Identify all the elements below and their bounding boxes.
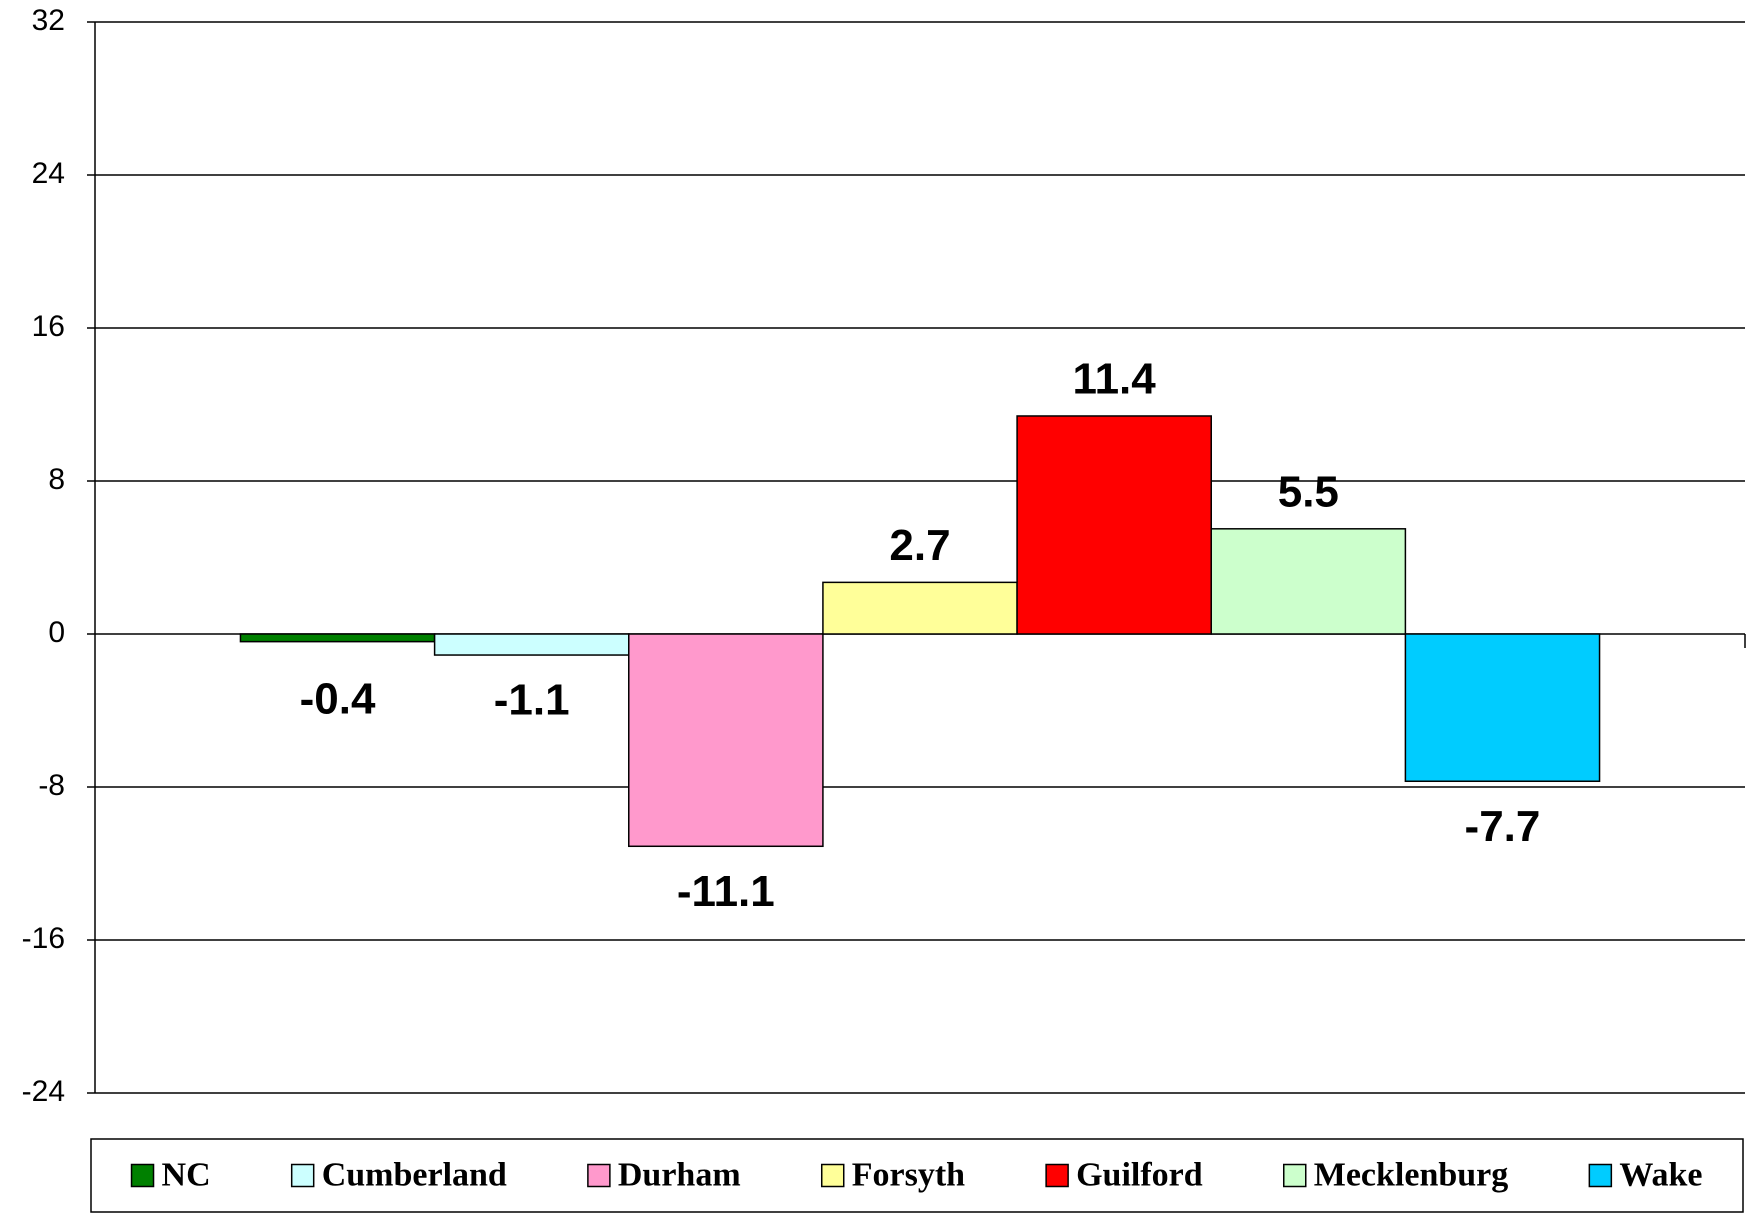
legend-label: Guilford <box>1076 1156 1203 1193</box>
y-tick-label: -24 <box>22 1075 65 1108</box>
legend-label: Durham <box>618 1156 741 1193</box>
data-label: -0.4 <box>300 675 376 724</box>
bar <box>239 633 436 643</box>
bar <box>1404 633 1601 783</box>
y-tick-label: 32 <box>32 4 65 37</box>
data-label: -1.1 <box>494 676 570 725</box>
legend-label: Forsyth <box>852 1156 965 1193</box>
bar <box>1016 415 1212 635</box>
legend-label: Wake <box>1619 1156 1702 1193</box>
data-label: 11.4 <box>1073 355 1157 404</box>
legend-swatch <box>587 1163 611 1188</box>
y-tick-label: 16 <box>32 310 65 343</box>
legend-box <box>90 1138 1744 1213</box>
data-label: -7.7 <box>1465 802 1541 851</box>
legend-label: Cumberland <box>322 1156 507 1193</box>
data-label: 2.7 <box>889 521 950 570</box>
data-label: 5.5 <box>1278 467 1339 516</box>
legend-label: NC <box>162 1156 211 1193</box>
legend-swatch <box>1282 1163 1307 1188</box>
bar <box>1210 528 1407 635</box>
bar <box>433 633 630 656</box>
y-tick-label: -8 <box>38 769 65 802</box>
y-tick-label: -16 <box>22 922 65 955</box>
legend-swatch <box>820 1163 845 1188</box>
y-tick-label: 24 <box>32 157 65 190</box>
y-tick-label: 8 <box>48 463 65 496</box>
legend-swatch <box>1588 1163 1613 1188</box>
legend-swatch <box>130 1163 155 1188</box>
bar <box>628 633 824 848</box>
legend-label: Mecklenburg <box>1314 1156 1509 1193</box>
legend-swatch <box>290 1163 315 1188</box>
y-tick-label: 0 <box>48 616 65 649</box>
legend-swatch <box>1045 1163 1069 1188</box>
data-label: -11.1 <box>677 867 775 916</box>
bar <box>822 581 1018 635</box>
